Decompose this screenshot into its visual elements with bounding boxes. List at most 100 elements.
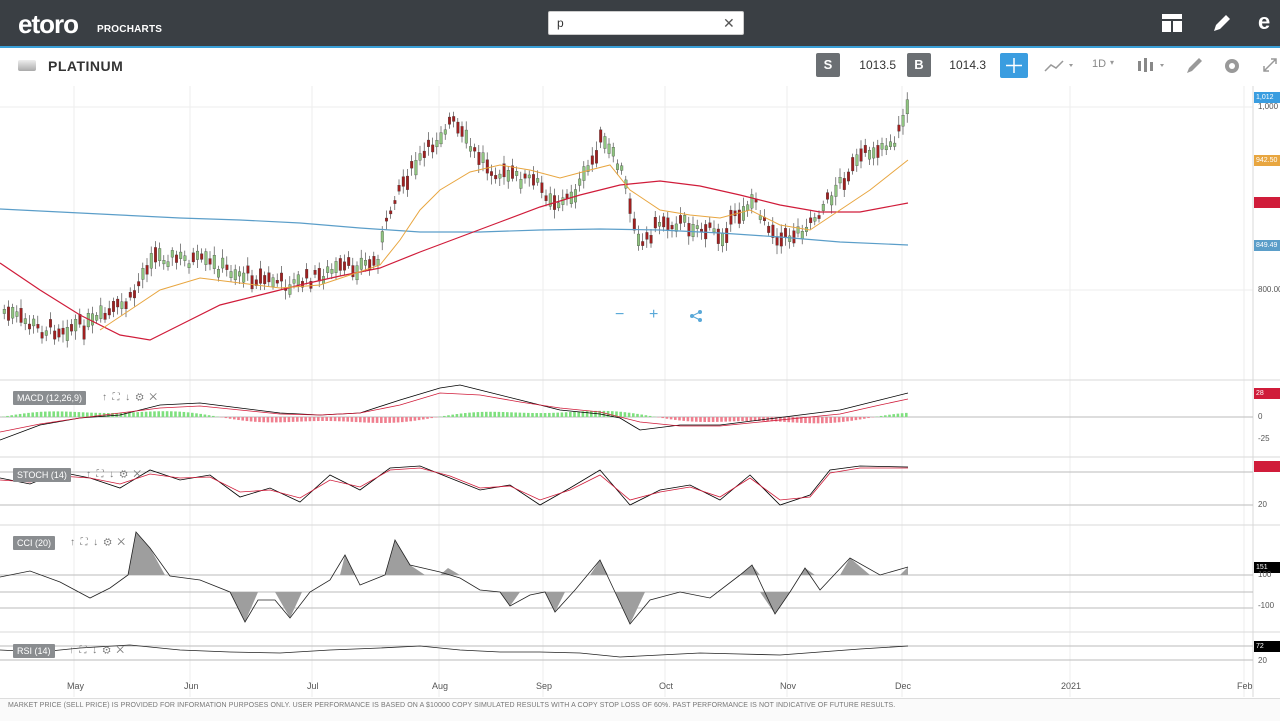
candle	[305, 269, 308, 278]
candle	[230, 272, 233, 278]
macd-bar	[426, 417, 429, 419]
macd-bar	[82, 412, 85, 417]
candle	[751, 194, 754, 208]
candle	[465, 130, 468, 143]
fullscreen-icon[interactable]	[1260, 55, 1280, 77]
crosshair-button[interactable]	[1000, 53, 1028, 78]
macd-bar	[292, 417, 295, 422]
candle	[377, 259, 380, 265]
buy-button[interactable]: B	[907, 53, 931, 77]
macd-bar	[569, 412, 572, 417]
candle	[688, 223, 691, 236]
candle	[847, 172, 850, 181]
search-input[interactable]	[548, 11, 744, 35]
candle	[599, 130, 602, 142]
candle	[251, 276, 254, 289]
candle	[536, 178, 539, 182]
candle	[604, 136, 607, 148]
candle	[154, 247, 157, 262]
candle	[331, 269, 334, 273]
candle	[583, 166, 586, 180]
sell-button[interactable]: S	[816, 53, 840, 77]
candle	[11, 307, 14, 318]
macd-bar	[493, 412, 496, 417]
price-chart[interactable]	[0, 86, 1280, 698]
candle	[381, 231, 384, 242]
macd-bar	[548, 413, 551, 417]
settings-icon[interactable]	[1222, 55, 1242, 77]
macd-bar	[178, 412, 181, 417]
macd-bar	[506, 412, 509, 417]
macd-bar	[208, 415, 211, 417]
macd-bar	[229, 417, 232, 419]
macd-bar	[414, 417, 417, 421]
zoom-out-button[interactable]: −	[615, 306, 624, 324]
stoch-label[interactable]: STOCH (14)	[13, 468, 71, 482]
candle	[444, 130, 447, 134]
candle	[280, 273, 283, 281]
macd-controls[interactable]: ↑ ⛶ ↓ ⚙ ✕	[102, 392, 157, 403]
chart-type-icon[interactable]	[1043, 55, 1077, 77]
candle	[851, 157, 854, 171]
rsi-label[interactable]: RSI (14)	[13, 644, 55, 658]
etoro-logo[interactable]: etoro	[18, 9, 78, 40]
candle	[398, 185, 401, 191]
candle	[738, 210, 741, 224]
macd-bar	[632, 413, 635, 417]
cci-controls[interactable]: ↑ ⛶ ↓ ⚙ ✕	[70, 537, 125, 548]
macd-bar	[300, 417, 303, 422]
macd-bar	[519, 413, 522, 417]
edit-icon[interactable]	[1211, 12, 1233, 34]
zoom-in-button[interactable]: +	[649, 306, 658, 324]
chevron-down-icon: ▾	[1110, 58, 1114, 67]
crosshair-icon	[1000, 53, 1028, 78]
candle	[28, 324, 31, 329]
candle	[436, 140, 439, 147]
macd-bar	[401, 417, 404, 422]
macd-bar	[359, 417, 362, 422]
candle	[58, 329, 61, 337]
candle	[24, 319, 27, 324]
macd-bar	[649, 416, 652, 417]
macd-bar	[145, 412, 148, 417]
rsi-controls[interactable]: ↑ ⛶ ↓ ⚙ ✕	[69, 645, 124, 656]
share-icon[interactable]	[689, 309, 703, 323]
candle	[662, 217, 665, 227]
indicators-icon[interactable]	[1135, 55, 1169, 77]
draw-icon[interactable]	[1185, 55, 1205, 77]
macd-bar	[456, 414, 459, 417]
macd-bar	[409, 417, 412, 421]
macd-bar	[825, 417, 828, 423]
macd-bar	[829, 417, 832, 423]
layout-icon[interactable]	[1161, 12, 1183, 34]
macd-bar	[388, 417, 391, 423]
candle	[121, 302, 124, 309]
macd-bar	[317, 417, 320, 421]
candle	[419, 154, 422, 161]
macd-bar	[716, 417, 719, 422]
macd-bar	[342, 417, 345, 421]
candle	[402, 177, 405, 187]
macd-bar	[670, 417, 673, 419]
macd-bar	[720, 417, 723, 422]
timeframe-select[interactable]: 1D	[1092, 58, 1106, 70]
candle	[167, 262, 170, 267]
macd-bar	[817, 417, 820, 423]
macd-label[interactable]: MACD (12,26,9)	[13, 391, 86, 405]
macd-bar	[573, 412, 576, 417]
macd-bar	[199, 414, 202, 417]
macd-bar	[884, 415, 887, 417]
cci-label[interactable]: CCI (20)	[13, 536, 55, 550]
macd-bar	[141, 412, 144, 417]
macd-bar	[762, 417, 765, 421]
candle	[486, 160, 489, 173]
panel-separators	[0, 86, 1280, 697]
macd-bar	[842, 417, 845, 422]
macd-bar	[187, 412, 190, 417]
macd-bar	[901, 413, 904, 417]
stoch-controls[interactable]: ↑ ⛶ ↓ ⚙ ✕	[86, 469, 141, 480]
candle	[742, 206, 745, 220]
macd-bar	[867, 417, 870, 418]
macd-bar	[565, 412, 568, 417]
close-icon[interactable]: ✕	[723, 15, 735, 32]
